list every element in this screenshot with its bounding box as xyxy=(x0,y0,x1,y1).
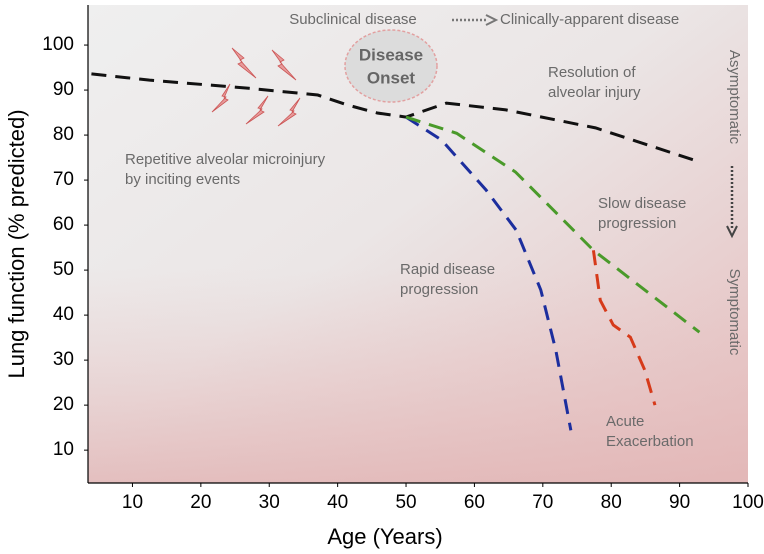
annotation: progression xyxy=(400,281,478,298)
y-tick-label: 90 xyxy=(53,79,74,100)
annotation: Acute xyxy=(606,413,644,430)
annotation: Slow disease xyxy=(598,195,686,212)
annotation: Disease xyxy=(359,45,423,64)
x-tick-label: 70 xyxy=(532,492,553,513)
annotation: Exacerbation xyxy=(606,433,694,450)
annotation: Repetitive alveolar microinjury xyxy=(125,151,326,168)
y-tick-label: 70 xyxy=(53,169,74,190)
y-tick-label: 20 xyxy=(53,394,74,415)
x-axis-label: Age (Years) xyxy=(327,524,442,549)
x-tick-label: 40 xyxy=(327,492,348,513)
y-tick-label: 60 xyxy=(53,214,74,235)
line-series xyxy=(91,72,696,162)
y-axis-label: Lung function (% predicted) xyxy=(4,109,29,378)
x-tick-label: 50 xyxy=(395,492,416,513)
annotation: Subclinical disease xyxy=(289,11,417,28)
x-tick-label: 80 xyxy=(601,492,622,513)
y-tick-label: 80 xyxy=(53,124,74,145)
y-tick-label: 40 xyxy=(53,304,74,325)
y-tick-label: 50 xyxy=(53,259,74,280)
disease-onset-bubble xyxy=(344,29,438,103)
arrow-head xyxy=(485,14,499,26)
y-tick-label: 10 xyxy=(53,439,74,460)
annotation: Asymptomatic xyxy=(726,50,743,145)
x-tick-label: 30 xyxy=(259,492,280,513)
annotation: alveolar injury xyxy=(548,84,641,101)
lightning-icons xyxy=(211,47,301,127)
annotation: Symptomatic xyxy=(726,269,743,356)
annotation: Rapid disease xyxy=(400,261,495,278)
x-tick-label: 10 xyxy=(122,492,143,513)
annotation: Clinically-apparent disease xyxy=(500,11,679,28)
annotation: progression xyxy=(598,215,676,232)
annotation: Resolution of xyxy=(548,64,636,81)
x-tick-label: 20 xyxy=(190,492,211,513)
annotation: by inciting events xyxy=(125,171,240,188)
y-tick-label: 100 xyxy=(42,34,74,55)
arrow-head xyxy=(726,225,738,239)
x-tick-label: 100 xyxy=(732,492,764,513)
annotation: Onset xyxy=(367,68,416,87)
line-series xyxy=(405,115,701,334)
y-tick-label: 30 xyxy=(53,349,74,370)
x-tick-label: 90 xyxy=(669,492,690,513)
x-tick-label: 60 xyxy=(464,492,485,513)
